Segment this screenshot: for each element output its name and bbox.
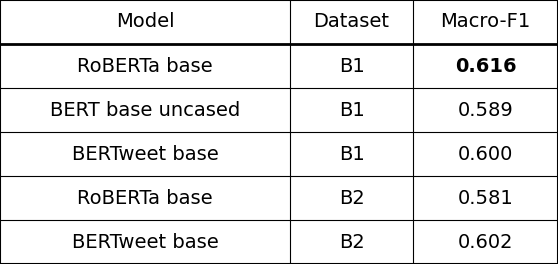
Text: 0.602: 0.602 [458,233,513,252]
Text: 0.600: 0.600 [458,144,513,163]
Text: BERTweet base: BERTweet base [72,144,218,163]
Text: 0.581: 0.581 [458,188,513,208]
Text: RoBERTa base: RoBERTa base [77,188,213,208]
Text: B1: B1 [339,56,364,76]
Text: 0.616: 0.616 [455,56,516,76]
Text: B1: B1 [339,144,364,163]
Text: RoBERTa base: RoBERTa base [77,56,213,76]
Text: Model: Model [116,12,175,31]
Text: Dataset: Dataset [314,12,389,31]
Text: B2: B2 [339,188,364,208]
Text: B2: B2 [339,233,364,252]
Text: B1: B1 [339,101,364,120]
Text: 0.589: 0.589 [458,101,513,120]
Text: Macro-F1: Macro-F1 [440,12,531,31]
Text: BERTweet base: BERTweet base [72,233,218,252]
Text: BERT base uncased: BERT base uncased [50,101,240,120]
